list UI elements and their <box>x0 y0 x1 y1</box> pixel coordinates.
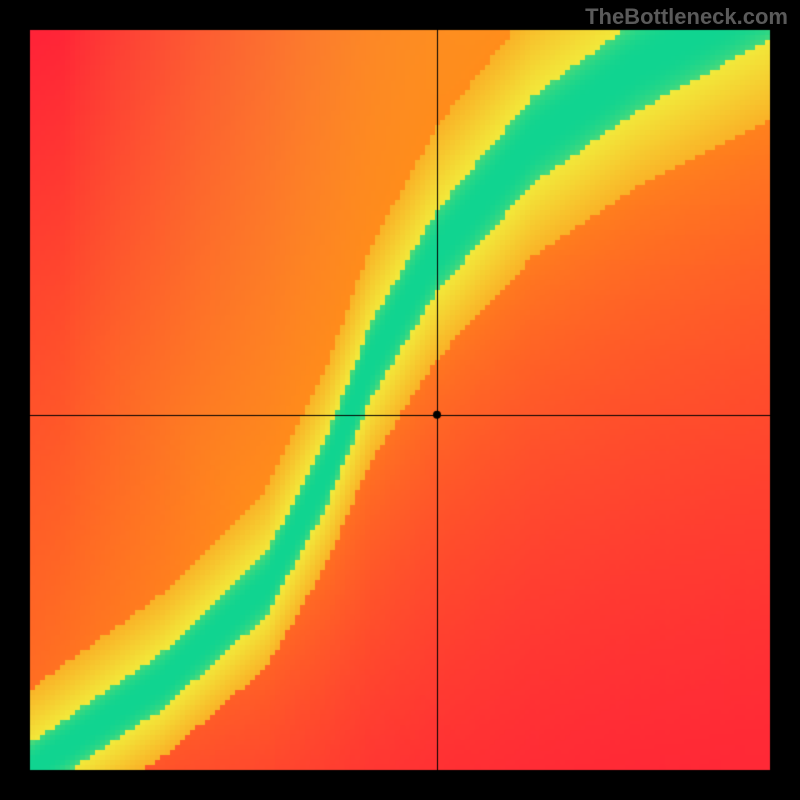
watermark-text: TheBottleneck.com <box>585 4 788 30</box>
heatmap-canvas <box>0 0 800 800</box>
chart-container: TheBottleneck.com <box>0 0 800 800</box>
